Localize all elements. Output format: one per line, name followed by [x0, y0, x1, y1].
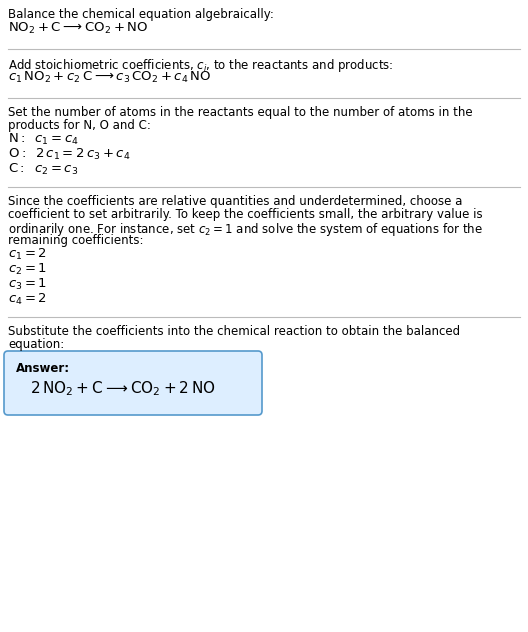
FancyBboxPatch shape: [4, 351, 262, 415]
Text: $c_1\,\mathrm{NO_2} + c_2\,\mathrm{C} \longrightarrow c_3\,\mathrm{CO_2} + c_4\,: $c_1\,\mathrm{NO_2} + c_2\,\mathrm{C} \l…: [8, 70, 211, 85]
Text: coefficient to set arbitrarily. To keep the coefficients small, the arbitrary va: coefficient to set arbitrarily. To keep …: [8, 208, 483, 221]
Text: products for N, O and C:: products for N, O and C:: [8, 119, 151, 132]
Text: Add stoichiometric coefficients, $c_i$, to the reactants and products:: Add stoichiometric coefficients, $c_i$, …: [8, 57, 393, 74]
Text: $\mathrm{O{:}}\;\; 2\,c_1 = 2\,c_3 + c_4$: $\mathrm{O{:}}\;\; 2\,c_1 = 2\,c_3 + c_4…: [8, 147, 130, 162]
Text: $c_1 = 2$: $c_1 = 2$: [8, 247, 47, 262]
Text: remaining coefficients:: remaining coefficients:: [8, 234, 144, 247]
Text: $c_2 = 1$: $c_2 = 1$: [8, 262, 47, 277]
Text: Answer:: Answer:: [16, 362, 70, 375]
Text: equation:: equation:: [8, 338, 64, 351]
Text: ordinarily one. For instance, set $c_2 = 1$ and solve the system of equations fo: ordinarily one. For instance, set $c_2 =…: [8, 221, 483, 238]
Text: $c_3 = 1$: $c_3 = 1$: [8, 277, 47, 292]
Text: $c_4 = 2$: $c_4 = 2$: [8, 292, 47, 307]
Text: $\mathrm{NO_2 + C \longrightarrow CO_2 + NO}$: $\mathrm{NO_2 + C \longrightarrow CO_2 +…: [8, 21, 148, 36]
Text: $\mathrm{C{:}}\;\; c_2 = c_3$: $\mathrm{C{:}}\;\; c_2 = c_3$: [8, 162, 78, 177]
Text: $\mathrm{N{:}}\;\; c_1 = c_4$: $\mathrm{N{:}}\;\; c_1 = c_4$: [8, 132, 79, 147]
Text: $2\,\mathrm{NO_2} + \mathrm{C} \longrightarrow \mathrm{CO_2} + 2\,\mathrm{NO}$: $2\,\mathrm{NO_2} + \mathrm{C} \longrigh…: [30, 379, 215, 398]
Text: Balance the chemical equation algebraically:: Balance the chemical equation algebraica…: [8, 8, 274, 21]
Text: Since the coefficients are relative quantities and underdetermined, choose a: Since the coefficients are relative quan…: [8, 195, 463, 208]
Text: Substitute the coefficients into the chemical reaction to obtain the balanced: Substitute the coefficients into the che…: [8, 325, 460, 338]
Text: Set the number of atoms in the reactants equal to the number of atoms in the: Set the number of atoms in the reactants…: [8, 106, 473, 119]
